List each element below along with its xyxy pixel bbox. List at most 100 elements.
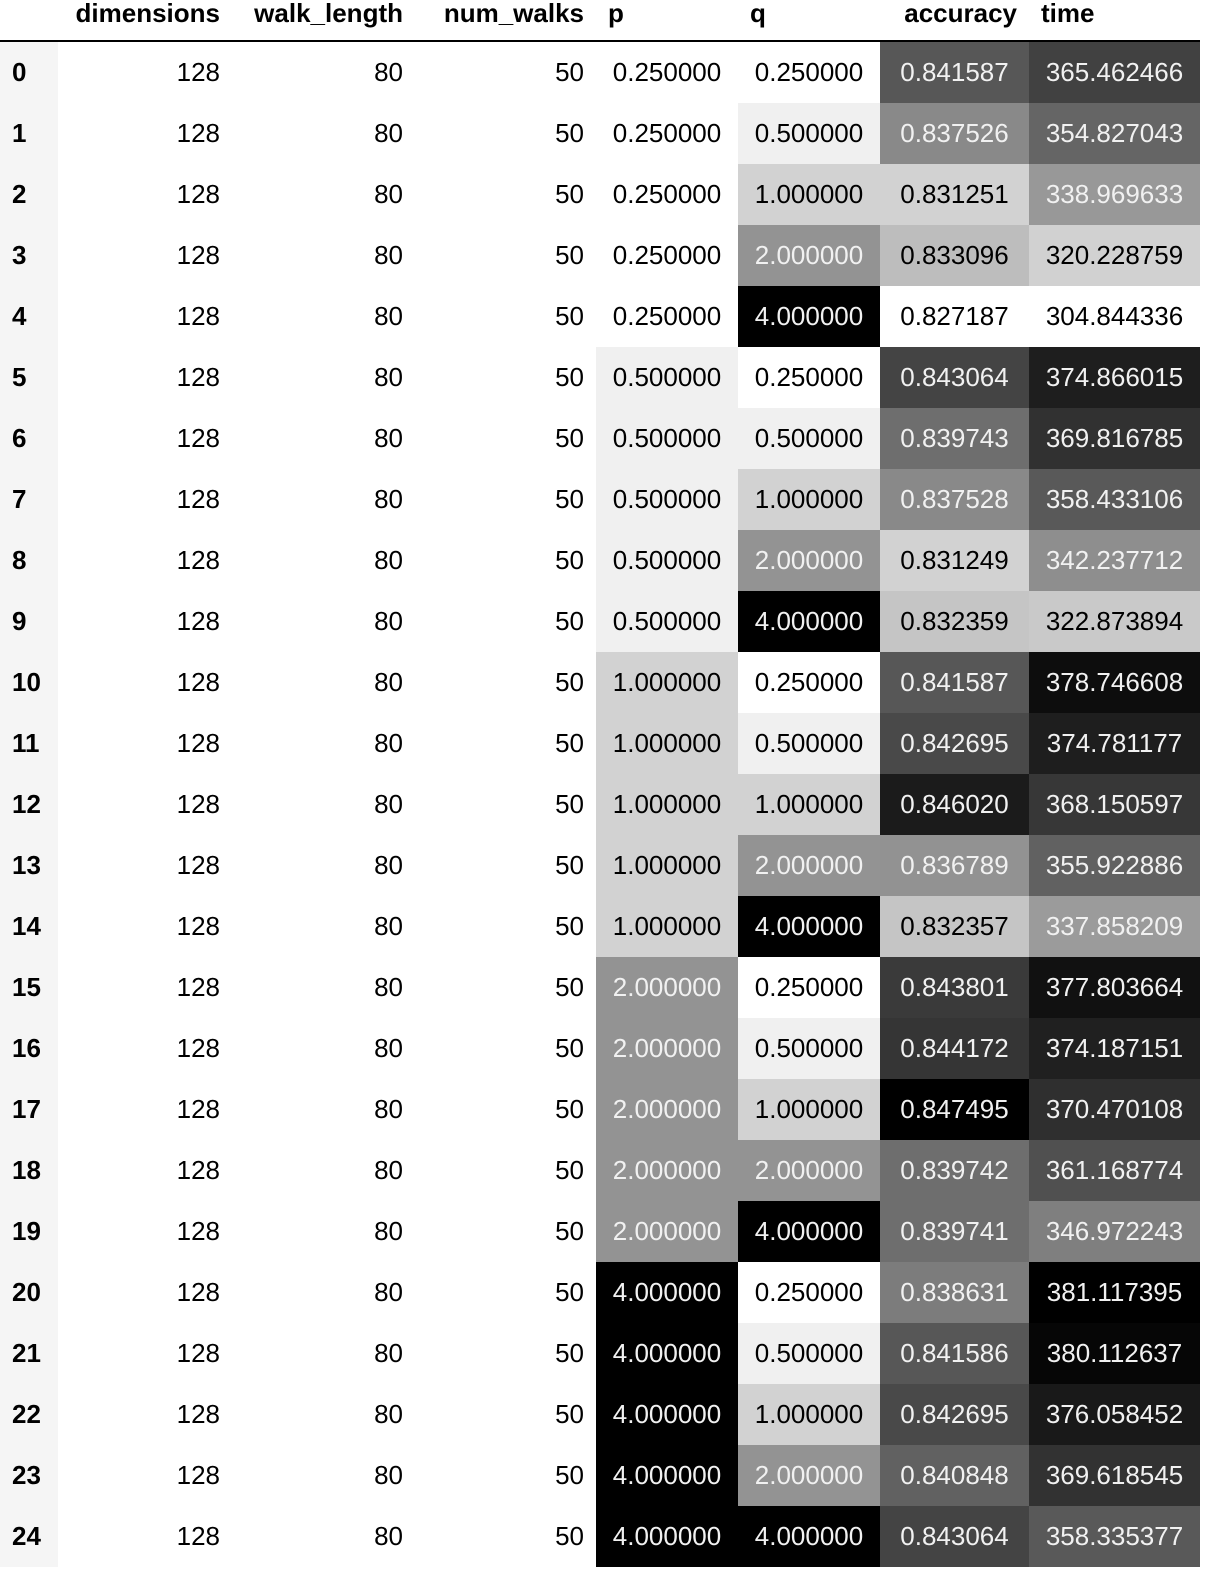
cell-q: 1.000000 <box>738 774 880 835</box>
cell-walk-length: 80 <box>374 606 403 636</box>
cell-p: 1.000000 <box>596 896 738 957</box>
cell-dimensions: 128 <box>176 1155 220 1185</box>
cell-q: 0.500000 <box>738 1018 880 1079</box>
cell-accuracy: 0.831249 <box>880 530 1029 591</box>
cell-dimensions: 128 <box>176 728 220 758</box>
cell-p: 1.000000 <box>596 652 738 713</box>
cell-q: 4.000000 <box>738 1201 880 1262</box>
cell-q: 0.250000 <box>738 957 880 1018</box>
row-index: 22 <box>0 1384 58 1445</box>
cell-walk-length: 80 <box>374 545 403 575</box>
cell-dimensions: 128 <box>176 545 220 575</box>
table-row: 23 128 80 50 4.000000 2.000000 0.840848 369.618… <box>0 1445 1200 1506</box>
cell-dimensions: 128 <box>176 301 220 331</box>
cell-walk-length: 80 <box>374 1033 403 1063</box>
cell-dimensions: 128 <box>176 118 220 148</box>
table-row: 20 128 80 50 4.000000 0.250000 0.838631 381.117… <box>0 1262 1200 1323</box>
cell-accuracy: 0.841587 <box>880 41 1029 103</box>
table-row: 15 128 80 50 2.000000 0.250000 0.843801 377.803… <box>0 957 1200 1018</box>
cell-accuracy: 0.843064 <box>880 1506 1029 1567</box>
cell-accuracy: 0.844172 <box>880 1018 1029 1079</box>
cell-walk-length: 80 <box>374 423 403 453</box>
cell-accuracy: 0.832359 <box>880 591 1029 652</box>
cell-num-walks: 50 <box>555 423 584 453</box>
table-row: 24 128 80 50 4.000000 4.000000 0.843064 358.335… <box>0 1506 1200 1567</box>
cell-dimensions: 128 <box>176 1521 220 1551</box>
cell-p: 0.500000 <box>596 469 738 530</box>
column-header-walk-length: walk_length <box>232 0 415 42</box>
cell-walk-length: 80 <box>374 1216 403 1246</box>
cell-accuracy: 0.837526 <box>880 103 1029 164</box>
cell-dimensions: 128 <box>176 789 220 819</box>
cell-q: 2.000000 <box>738 530 880 591</box>
cell-dimensions: 128 <box>176 484 220 514</box>
cell-p: 0.250000 <box>596 41 738 103</box>
cell-walk-length: 80 <box>374 667 403 697</box>
table-row: 18 128 80 50 2.000000 2.000000 0.839742 361.168… <box>0 1140 1200 1201</box>
column-header-p: p <box>596 0 738 42</box>
row-index: 7 <box>0 469 58 530</box>
cell-accuracy: 0.842695 <box>880 713 1029 774</box>
cell-time: 342.237712 <box>1029 530 1200 591</box>
cell-num-walks: 50 <box>555 667 584 697</box>
cell-walk-length: 80 <box>374 240 403 270</box>
cell-q: 2.000000 <box>738 1445 880 1506</box>
cell-q: 4.000000 <box>738 591 880 652</box>
cell-accuracy: 0.839741 <box>880 1201 1029 1262</box>
cell-q: 4.000000 <box>738 1506 880 1567</box>
cell-time: 368.150597 <box>1029 774 1200 835</box>
cell-num-walks: 50 <box>555 789 584 819</box>
cell-q: 2.000000 <box>738 835 880 896</box>
column-header-index <box>0 0 58 42</box>
cell-p: 4.000000 <box>596 1506 738 1567</box>
cell-accuracy: 0.836789 <box>880 835 1029 896</box>
cell-time: 361.168774 <box>1029 1140 1200 1201</box>
row-index: 18 <box>0 1140 58 1201</box>
cell-time: 369.816785 <box>1029 408 1200 469</box>
cell-q: 0.500000 <box>738 103 880 164</box>
cell-p: 4.000000 <box>596 1445 738 1506</box>
cell-accuracy: 0.847495 <box>880 1079 1029 1140</box>
cell-time: 320.228759 <box>1029 225 1200 286</box>
cell-num-walks: 50 <box>555 972 584 1002</box>
table-row: 11 128 80 50 1.000000 0.500000 0.842695 374.781… <box>0 713 1200 774</box>
column-header-accuracy: accuracy <box>880 0 1029 42</box>
cell-p: 0.500000 <box>596 408 738 469</box>
cell-time: 374.781177 <box>1029 713 1200 774</box>
cell-walk-length: 80 <box>374 118 403 148</box>
cell-walk-length: 80 <box>374 1338 403 1368</box>
cell-num-walks: 50 <box>555 1521 584 1551</box>
row-index: 1 <box>0 103 58 164</box>
cell-walk-length: 80 <box>374 179 403 209</box>
row-index: 11 <box>0 713 58 774</box>
row-index: 5 <box>0 347 58 408</box>
cell-num-walks: 50 <box>555 606 584 636</box>
cell-dimensions: 128 <box>176 911 220 941</box>
row-index: 20 <box>0 1262 58 1323</box>
cell-p: 0.250000 <box>596 286 738 347</box>
cell-time: 370.470108 <box>1029 1079 1200 1140</box>
column-header-time: time <box>1029 0 1200 42</box>
cell-walk-length: 80 <box>374 1399 403 1429</box>
cell-p: 0.250000 <box>596 103 738 164</box>
cell-q: 0.250000 <box>738 347 880 408</box>
cell-dimensions: 128 <box>176 1216 220 1246</box>
cell-time: 380.112637 <box>1029 1323 1200 1384</box>
row-index: 13 <box>0 835 58 896</box>
cell-dimensions: 128 <box>176 362 220 392</box>
column-header-q: q <box>738 0 880 42</box>
cell-p: 0.500000 <box>596 347 738 408</box>
cell-p: 0.500000 <box>596 591 738 652</box>
cell-time: 338.969633 <box>1029 164 1200 225</box>
table-row: 10 128 80 50 1.000000 0.250000 0.841587 378.746… <box>0 652 1200 713</box>
cell-time: 322.873894 <box>1029 591 1200 652</box>
table-body: 0 128 80 50 0.250000 0.250000 0.841587 365.4624… <box>0 41 1200 1567</box>
cell-walk-length: 80 <box>374 850 403 880</box>
cell-time: 358.335377 <box>1029 1506 1200 1567</box>
cell-p: 1.000000 <box>596 835 738 896</box>
cell-num-walks: 50 <box>555 1155 584 1185</box>
cell-dimensions: 128 <box>176 1277 220 1307</box>
cell-dimensions: 128 <box>176 667 220 697</box>
cell-time: 346.972243 <box>1029 1201 1200 1262</box>
cell-walk-length: 80 <box>374 362 403 392</box>
